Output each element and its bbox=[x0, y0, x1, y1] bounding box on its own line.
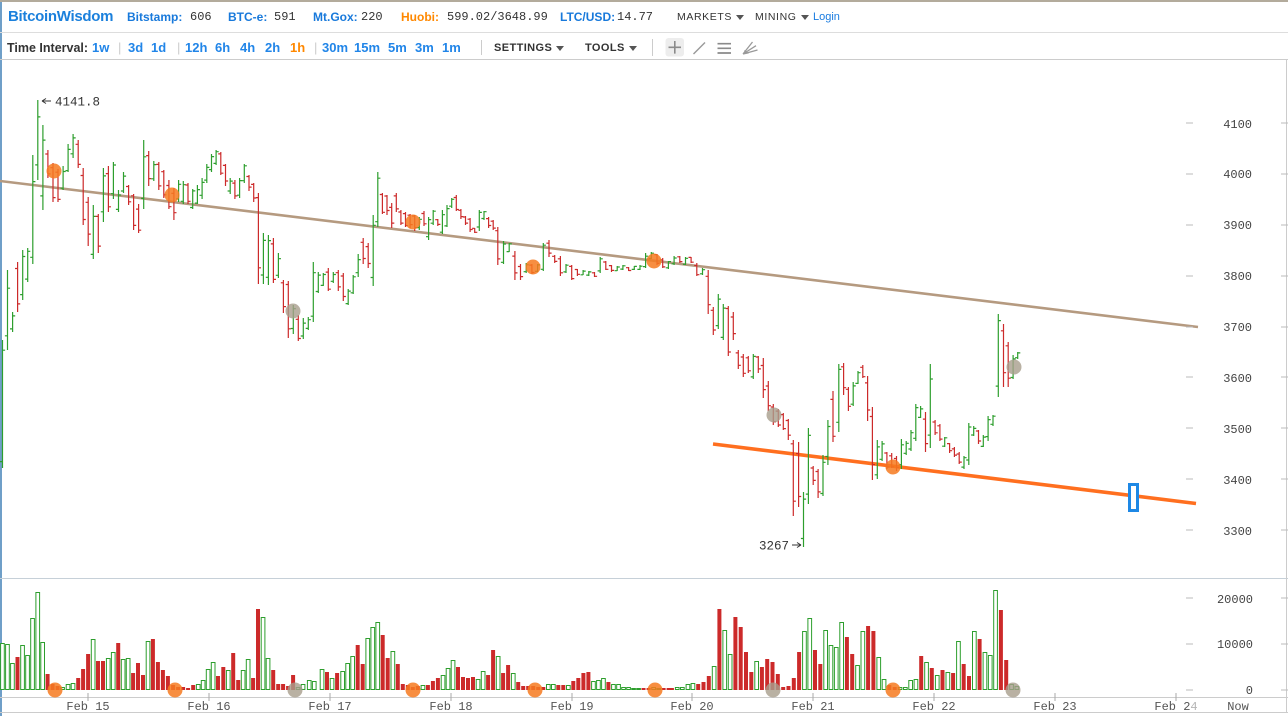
svg-text:20000: 20000 bbox=[1217, 593, 1253, 607]
svg-text:10000: 10000 bbox=[1217, 638, 1253, 652]
svg-text:3500: 3500 bbox=[1223, 423, 1252, 437]
svg-text:3800: 3800 bbox=[1223, 270, 1252, 284]
svg-text:Feb 16: Feb 16 bbox=[187, 700, 230, 714]
svg-text:Feb 17: Feb 17 bbox=[308, 700, 351, 714]
svg-text:Feb 23: Feb 23 bbox=[1033, 700, 1076, 714]
svg-text:3700: 3700 bbox=[1223, 321, 1252, 335]
svg-text:Feb 18: Feb 18 bbox=[429, 700, 472, 714]
svg-text:Now: Now bbox=[1227, 700, 1249, 714]
svg-text:0: 0 bbox=[1246, 684, 1253, 698]
svg-text:Feb 24: Feb 24 bbox=[1154, 700, 1197, 714]
svg-text:Feb 22: Feb 22 bbox=[912, 700, 955, 714]
svg-text:Feb 19: Feb 19 bbox=[550, 700, 593, 714]
svg-text:3267: 3267 bbox=[759, 540, 789, 554]
svg-text:Feb 21: Feb 21 bbox=[791, 700, 834, 714]
svg-text:3900: 3900 bbox=[1223, 219, 1252, 233]
svg-text:4000: 4000 bbox=[1223, 168, 1252, 182]
svg-text:4141.8: 4141.8 bbox=[55, 96, 100, 110]
svg-text:3600: 3600 bbox=[1223, 372, 1252, 386]
svg-text:4100: 4100 bbox=[1223, 118, 1252, 132]
svg-text:Feb 20: Feb 20 bbox=[670, 700, 713, 714]
svg-text:Feb 15: Feb 15 bbox=[66, 700, 109, 714]
svg-text:3300: 3300 bbox=[1223, 525, 1252, 539]
svg-text:3400: 3400 bbox=[1223, 474, 1252, 488]
